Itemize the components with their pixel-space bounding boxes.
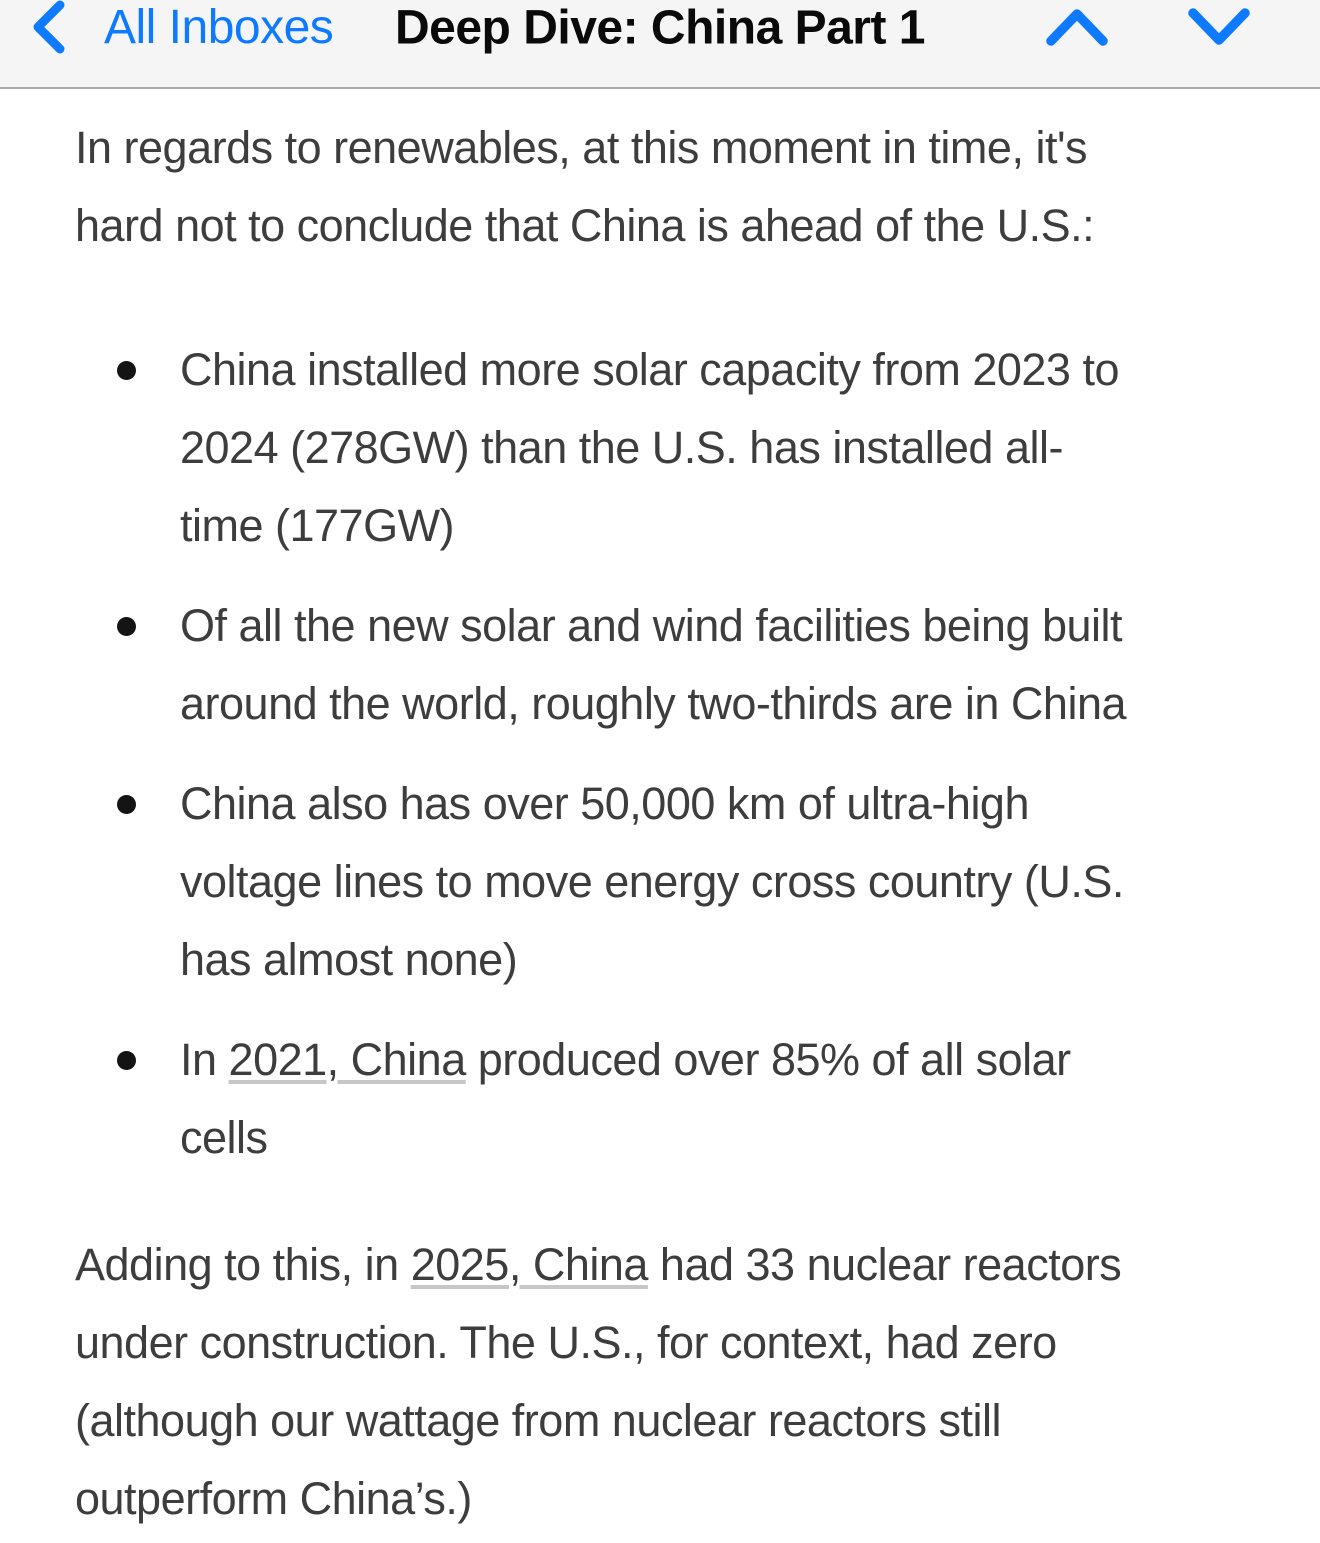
back-button[interactable]: All Inboxes: [32, 0, 334, 55]
chevron-down-icon: [1188, 8, 1250, 45]
chevron-up-icon: [1046, 9, 1108, 46]
chevron-left-icon: [33, 0, 65, 54]
next-message-button[interactable]: [1188, 7, 1250, 47]
closing-text-suffix: had 33 nuclear reactors under constructi…: [75, 1239, 1122, 1524]
link-2021-china[interactable]: 2021, China: [228, 1034, 467, 1085]
list-item-voltage-lines: China also has over 50,000 km of ultra-h…: [75, 765, 1290, 999]
previous-message-button[interactable]: [1046, 7, 1108, 47]
bullet-text: China also has over 50,000 km of ultra-h…: [180, 778, 1124, 985]
bullet-text-prefix: In: [180, 1034, 229, 1085]
closing-paragraph: Adding to this, in 2025, China had 33 nu…: [75, 1226, 1290, 1538]
closing-text-prefix: Adding to this, in: [75, 1239, 411, 1290]
list-item-solar-capacity: China installed more solar capacity from…: [75, 331, 1290, 565]
bullet-text: China installed more solar capacity from…: [180, 344, 1119, 551]
back-button-label: All Inboxes: [104, 0, 334, 54]
bullet-list: China installed more solar capacity from…: [75, 331, 1290, 1177]
bullet-icon: [117, 361, 136, 380]
list-item-solar-cells: In 2021, China produced over 85% of all …: [75, 1021, 1290, 1177]
intro-paragraph: In regards to renewables, at this moment…: [75, 122, 1095, 251]
bullet-text-suffix: produced over 85% of all solar cells: [180, 1034, 1071, 1163]
message-nav-actions: [1046, 7, 1250, 47]
bullet-icon: [117, 1051, 136, 1070]
navbar: All Inboxes Deep Dive: China Part 1: [0, 0, 1320, 89]
bullet-icon: [117, 795, 136, 814]
bullet-icon: [117, 617, 136, 636]
list-item-new-facilities: Of all the new solar and wind facilities…: [75, 587, 1290, 743]
bullet-text: Of all the new solar and wind facilities…: [180, 600, 1127, 729]
email-body: In regards to renewables, at this moment…: [0, 89, 1320, 1538]
link-2025-china[interactable]: 2025, China: [410, 1239, 649, 1290]
email-subject-title: Deep Dive: China Part 1: [395, 1, 926, 55]
